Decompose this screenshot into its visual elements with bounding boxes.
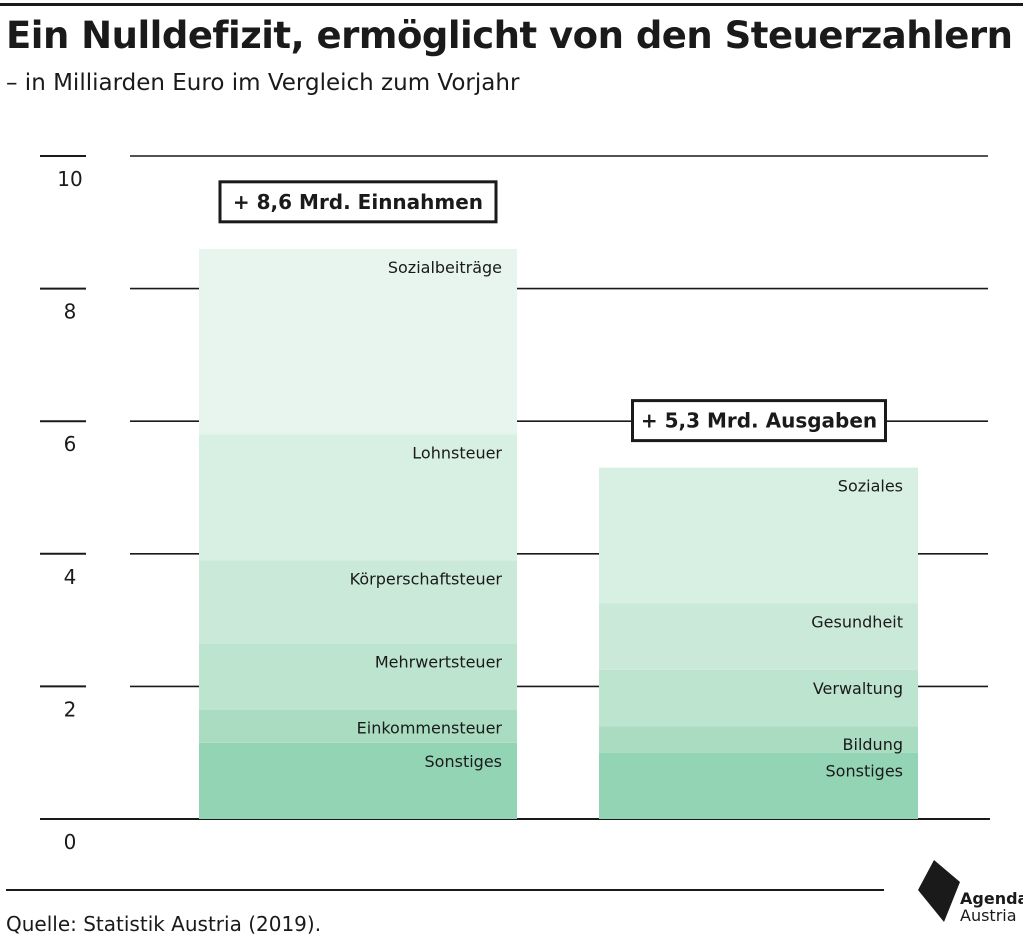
segment-label: Bildung xyxy=(843,735,903,754)
y-tick-label: 6 xyxy=(64,432,77,456)
y-tick-label: 0 xyxy=(64,830,77,854)
stacked-bar-chart: 0 2 4 6 8 10 Sonstiges Einkommensteuer Mehrwerts… xyxy=(40,155,990,854)
total-label-box xyxy=(218,180,498,224)
segment-label: Einkommensteuer xyxy=(357,719,503,738)
y-tick-label: 10 xyxy=(57,167,82,191)
chart-title: Ein Nulldefizit, ermöglicht von den Steu… xyxy=(6,14,1013,57)
total-label-box xyxy=(631,399,887,443)
y-tick-label: 8 xyxy=(64,300,77,324)
logo-text-agenda: Agenda xyxy=(960,889,1023,908)
y-tick-label: 4 xyxy=(64,565,77,589)
segment-label: Gesundheit xyxy=(811,613,903,632)
bar-segment xyxy=(599,726,918,753)
segment-label: Sozialbeiträge xyxy=(388,258,502,277)
bottom-rule xyxy=(6,889,884,891)
top-rule xyxy=(0,3,1023,6)
source-note: Quelle: Statistik Austria (2019). xyxy=(6,912,322,936)
total-label: + 8,6 Mrd. Einnahmen xyxy=(233,190,483,214)
bar-segment xyxy=(199,560,517,644)
logo-mark-icon xyxy=(918,860,960,922)
segment-label: Mehrwertsteuer xyxy=(375,652,503,671)
segment-label: Verwaltung xyxy=(813,679,903,698)
chart-subtitle: – in Milliarden Euro im Vergleich zum Vo… xyxy=(6,70,520,96)
total-label: + 5,3 Mrd. Ausgaben xyxy=(641,409,877,433)
bar-segment xyxy=(599,467,918,604)
segment-label: Soziales xyxy=(838,477,903,496)
logo-text-austria: Austria xyxy=(960,906,1017,925)
y-tick-label: 2 xyxy=(64,697,77,721)
segment-label: Lohnsteuer xyxy=(412,443,502,462)
bar-segment xyxy=(199,709,517,743)
segment-label: Körperschaftsteuer xyxy=(350,569,503,588)
bar-segment xyxy=(199,434,517,561)
bar-segment xyxy=(599,752,918,819)
bar-segment xyxy=(199,643,517,710)
agenda-austria-logo: Agenda Austria xyxy=(916,860,1023,926)
bar-segment xyxy=(599,669,918,727)
segment-label: Sonstiges xyxy=(826,762,903,781)
segment-label: Sonstiges xyxy=(425,752,502,771)
bar-segment xyxy=(199,248,517,435)
bar-segment xyxy=(199,742,517,819)
bar-segment xyxy=(599,603,918,670)
